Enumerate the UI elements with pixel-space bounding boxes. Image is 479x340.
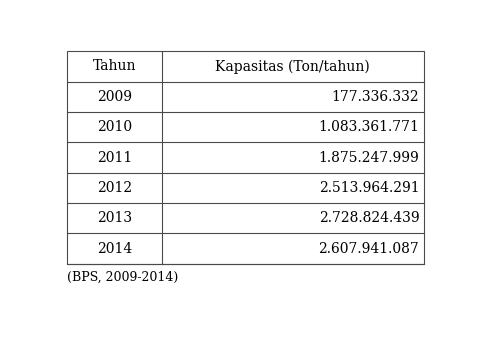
Text: 2.513.964.291: 2.513.964.291: [319, 181, 419, 195]
Text: 2014: 2014: [97, 242, 132, 256]
Text: (BPS, 2009-2014): (BPS, 2009-2014): [67, 270, 179, 284]
Text: 2.728.824.439: 2.728.824.439: [319, 211, 419, 225]
Text: 2011: 2011: [97, 151, 132, 165]
Text: Tahun: Tahun: [93, 59, 136, 73]
Text: 2009: 2009: [97, 90, 132, 104]
Text: 2012: 2012: [97, 181, 132, 195]
Text: Kapasitas (Ton/tahun): Kapasitas (Ton/tahun): [216, 59, 370, 74]
Bar: [67, 51, 424, 264]
Text: 177.336.332: 177.336.332: [331, 90, 419, 104]
Text: 2.607.941.087: 2.607.941.087: [319, 242, 419, 256]
Text: 2010: 2010: [97, 120, 132, 134]
Text: 1.083.361.771: 1.083.361.771: [319, 120, 419, 134]
Text: 1.875.247.999: 1.875.247.999: [319, 151, 419, 165]
Text: 2013: 2013: [97, 211, 132, 225]
